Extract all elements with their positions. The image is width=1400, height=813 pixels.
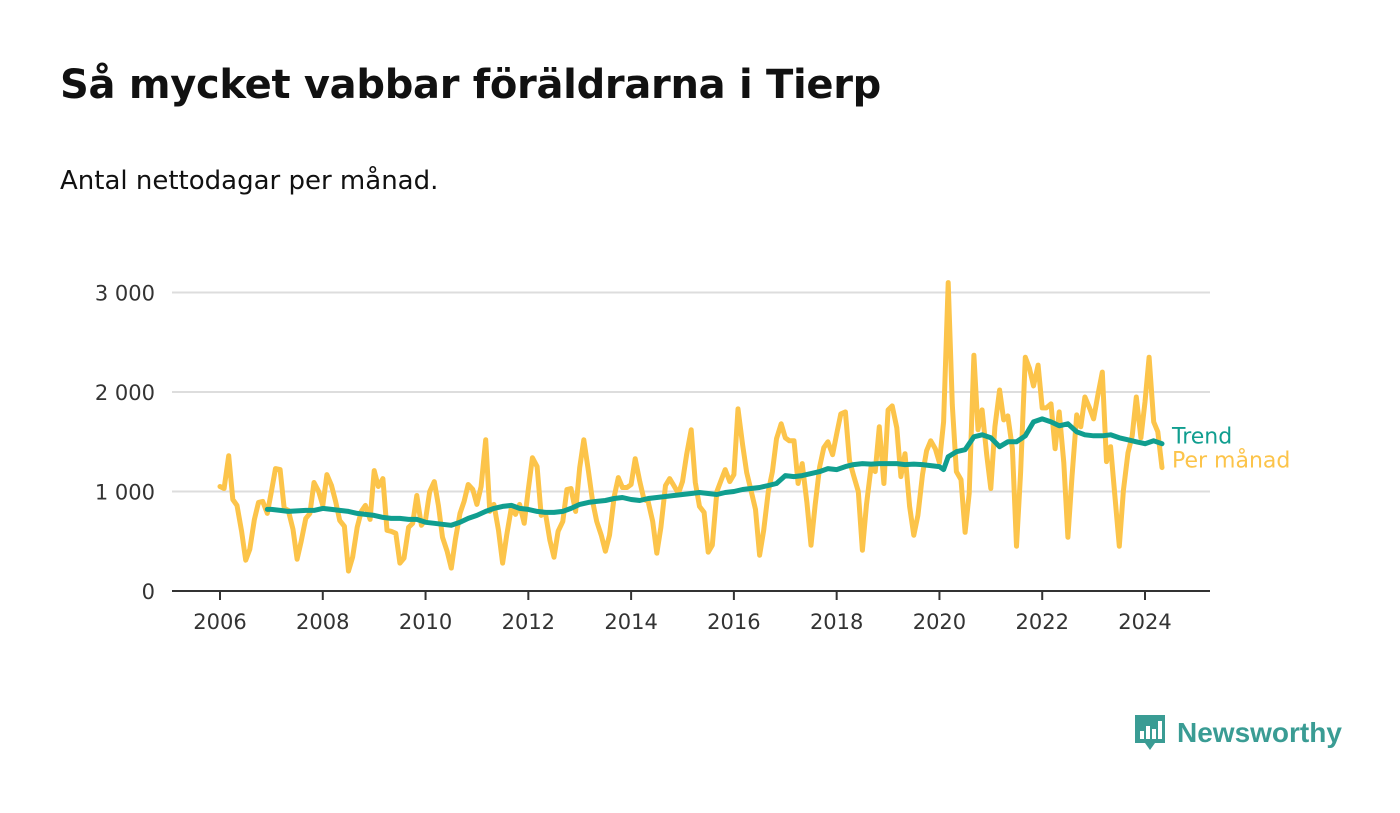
y-tick-label: 1 000 (95, 481, 155, 505)
x-tick-label: 2012 (502, 610, 555, 634)
x-tick-label: 2020 (913, 610, 966, 634)
grid-lines (172, 291, 1210, 493)
series-line-trend (264, 416, 1165, 528)
y-tick-label: 2 000 (95, 381, 155, 405)
y-tick-label: 3 000 (95, 282, 155, 306)
x-tick-label: 2008 (296, 610, 349, 634)
x-axis-ticks: 2006 2008 2010 2012 2014 2016 2018 2020 2022 2024 (193, 591, 1172, 634)
x-tick-label: 2018 (810, 610, 863, 634)
chart-subtitle: Antal nettodagar per månad. (60, 166, 439, 196)
x-tick-label: 2022 (1015, 610, 1068, 634)
chart-title: Så mycket vabbar föräldrarna i Tierp (60, 62, 881, 108)
y-axis-ticks: 0 1 000 2 000 3 000 (95, 282, 155, 605)
x-tick-label: 2024 (1118, 610, 1171, 634)
y-tick-label: 0 (142, 580, 155, 604)
legend-monthly-label: Per månad (1172, 448, 1290, 474)
x-tick-label: 2010 (399, 610, 452, 634)
newsworthy-logo-icon (1135, 715, 1165, 750)
series-group (217, 280, 1165, 574)
x-tick-label: 2006 (193, 610, 246, 634)
legend: Trend Per månad (1171, 425, 1290, 474)
newsworthy-wordmark: Newsworthy (1177, 717, 1342, 748)
legend-trend-label: Trend (1171, 425, 1232, 450)
newsworthy-logo: Newsworthy (1133, 712, 1342, 754)
x-tick-label: 2014 (604, 610, 657, 634)
series-line-monthly (217, 280, 1165, 574)
x-tick-label: 2016 (707, 610, 760, 634)
